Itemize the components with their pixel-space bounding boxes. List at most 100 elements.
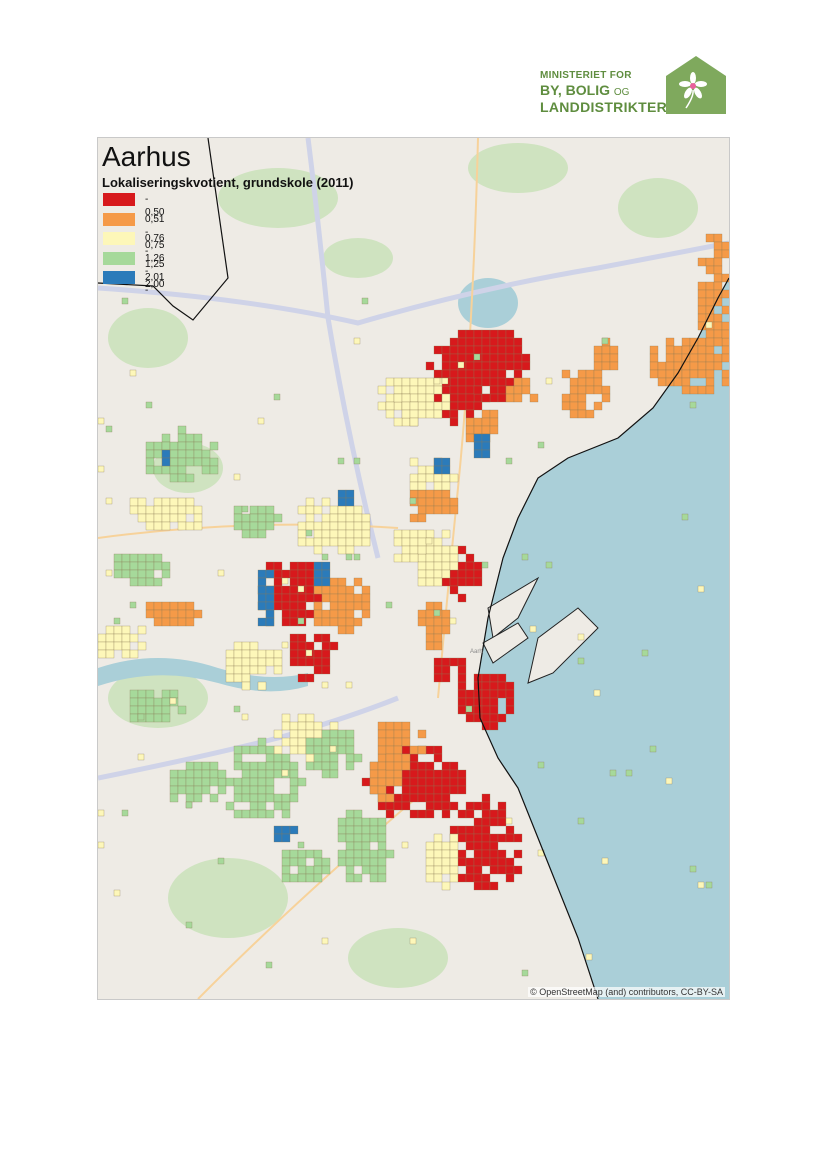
grid-cell [449,569,459,579]
grid-cell [433,601,443,611]
grid-cell [145,513,155,523]
grid-cell [265,745,275,755]
grid-cell [385,737,395,747]
grid-cell [697,281,707,291]
grid-cell [489,329,499,339]
house-flower-icon [666,56,726,114]
grid-cell [721,241,729,251]
grid-cell [377,737,387,747]
grid-cell [465,337,475,347]
grid-cell [177,433,187,443]
grid-cell [505,873,515,883]
grid-cell [337,625,347,635]
grid-cell [305,505,315,515]
grid-cell [193,513,203,523]
grid-cell [161,697,171,707]
grid-cell [249,521,259,531]
grid-cell [361,601,371,611]
grid-cell [377,857,387,867]
grid-cell [353,809,363,819]
grid-cell [241,665,251,675]
grid-cell [281,865,291,875]
grid-cell [345,505,355,515]
grid-cell [465,433,475,443]
grid-cell [449,841,459,851]
grid-cell [449,873,459,883]
grid-cell [329,737,339,747]
grid-cell [249,745,259,755]
grid-cell [473,865,483,875]
grid-cell [705,337,715,347]
grid-cell [601,337,609,345]
grid-cell [377,777,387,787]
grid-cell [393,793,403,803]
grid-cell [593,689,601,697]
grid-cell [441,801,451,811]
grid-cell [169,689,179,699]
grid-cell [449,777,459,787]
grid-cell [497,673,507,683]
grid-cell [489,337,499,347]
grid-cell [209,777,219,787]
grid-cell [337,817,347,827]
grid-cell [297,609,307,619]
grid-cell [377,401,387,411]
grid-cell [337,745,347,755]
grid-cell [425,625,435,635]
grid-cell [177,449,187,459]
grid-cell [329,513,339,523]
grid-cell [177,601,187,611]
grid-cell [177,505,187,515]
grid-cell [281,793,291,803]
grid-cell [153,465,163,475]
grid-cell [465,553,475,563]
grid-cell [177,425,187,435]
grid-cell [257,777,267,787]
grid-cell [457,569,467,579]
grid-cell [129,577,139,587]
grid-cell [265,785,275,795]
grid-cell [441,777,451,787]
grid-cell [433,633,443,643]
grid-cell [209,441,219,451]
grid-cell [449,385,459,395]
grid-cell [417,769,427,779]
grid-cell [409,809,419,819]
grid-cell [185,921,193,929]
grid-cell [609,353,619,363]
grid-cell [145,601,155,611]
grid-cell [329,529,339,539]
grid-cell [417,497,427,507]
grid-cell [161,601,171,611]
grid-cell [417,489,427,499]
grid-cell [249,777,259,787]
grid-cell [425,849,435,859]
grid-cell [409,761,419,771]
grid-cell [425,561,435,571]
grid-cell [433,673,443,683]
grid-cell [513,849,523,859]
map-title: Aarhus [102,141,191,172]
grid-cell [289,609,299,619]
grid-cell [265,961,273,969]
grid-cell [665,777,673,785]
grid-cell [401,545,411,555]
grid-cell [249,769,259,779]
grid-cell [353,857,363,867]
grid-cell [161,465,171,475]
grid-cell [713,233,723,243]
grid-cell [433,377,441,385]
grid-cell [425,745,435,755]
grid-cell [297,865,307,875]
grid-cell [465,409,475,419]
grid-cell [297,505,307,515]
grid-cell [201,785,211,795]
grid-cell [145,569,155,579]
grid-cell [449,377,459,387]
grid-cell [441,761,451,771]
grid-cell [153,505,163,515]
grid-cell [417,513,427,523]
grid-cell [257,793,267,803]
place-label-aarhus: Aarh [470,649,483,655]
grid-cell [289,617,299,627]
